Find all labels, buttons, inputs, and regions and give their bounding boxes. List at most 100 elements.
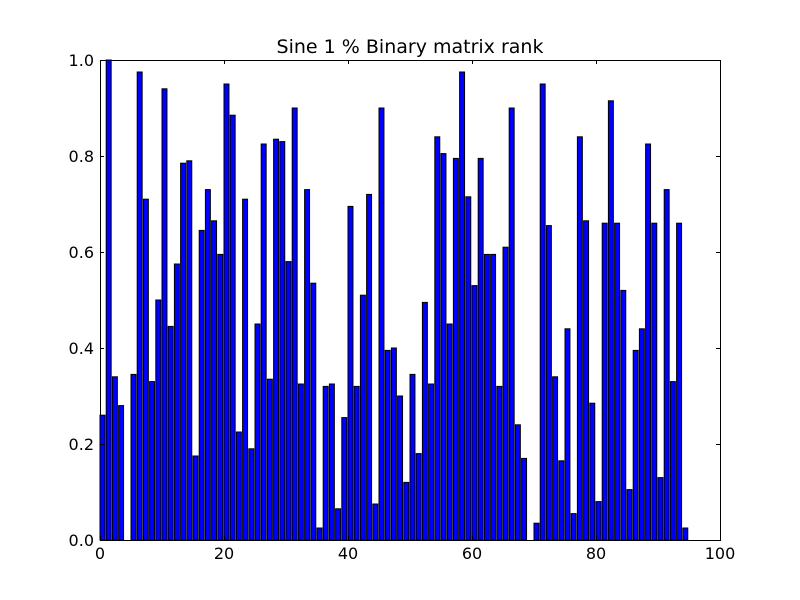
bar-84	[621, 290, 626, 540]
bar-64	[497, 386, 502, 540]
bar-86	[633, 350, 638, 540]
bar-16	[199, 230, 204, 540]
bar-8	[150, 382, 155, 540]
bar-77	[577, 137, 582, 540]
bar-46	[385, 350, 390, 540]
bar-72	[546, 226, 551, 540]
bar-65	[503, 247, 508, 540]
bar-49	[404, 482, 409, 540]
bar-57	[453, 158, 458, 540]
bar-63	[491, 254, 496, 540]
bar-81	[602, 223, 607, 540]
bar-3	[119, 406, 124, 540]
chart-title: Sine 1 % Binary matrix rank	[277, 36, 544, 58]
x-tick-label-100: 100	[705, 544, 736, 563]
bar-1	[106, 60, 111, 540]
bar-54	[435, 137, 440, 540]
bar-37	[329, 384, 334, 540]
bar-41	[354, 386, 359, 540]
bar-60	[472, 286, 477, 540]
bar-80	[596, 502, 601, 540]
bar-9	[156, 300, 161, 540]
bar-27	[267, 379, 272, 540]
bar-13	[181, 163, 186, 540]
bar-61	[478, 158, 483, 540]
bar-78	[584, 221, 589, 540]
bar-87	[639, 329, 644, 540]
bar-67	[515, 425, 520, 540]
bar-70	[534, 523, 539, 540]
bar-26	[261, 144, 266, 540]
bar-66	[509, 108, 514, 540]
x-tick-label-80: 80	[586, 544, 606, 563]
y-tick-label-0.6: 0.6	[69, 243, 94, 262]
bar-89	[652, 223, 657, 540]
bar-90	[658, 478, 663, 540]
bar-6	[137, 72, 142, 540]
bar-34	[311, 283, 316, 540]
bar-47	[391, 348, 396, 540]
bar-18	[212, 221, 217, 540]
bar-20	[224, 84, 229, 540]
bar-53	[429, 384, 434, 540]
bar-52	[422, 302, 427, 540]
bar-17	[205, 190, 210, 540]
bar-36	[323, 386, 328, 540]
bar-73	[553, 377, 558, 540]
bar-44	[373, 504, 378, 540]
bar-75	[565, 329, 570, 540]
bar-92	[670, 382, 675, 540]
bar-82	[608, 101, 613, 540]
bar-59	[466, 197, 471, 540]
bar-38	[336, 509, 341, 540]
bar-19	[218, 254, 223, 540]
bar-43	[367, 194, 372, 540]
bar-74	[559, 461, 564, 540]
bar-58	[460, 72, 465, 540]
bar-79	[590, 403, 595, 540]
bar-50	[410, 374, 415, 540]
bar-25	[255, 324, 260, 540]
bar-56	[447, 324, 452, 540]
bar-22	[236, 432, 241, 540]
bar-40	[348, 206, 353, 540]
bar-45	[379, 108, 384, 540]
bar-0	[100, 415, 105, 540]
bar-29	[280, 142, 285, 540]
bar-62	[484, 254, 489, 540]
bar-23	[243, 199, 248, 540]
bar-68	[522, 458, 527, 540]
bar-21	[230, 115, 235, 540]
bar-85	[627, 490, 632, 540]
bar-42	[360, 295, 365, 540]
x-tick-label-0: 0	[95, 544, 105, 563]
bar-2	[112, 377, 117, 540]
x-tick-label-20: 20	[214, 544, 234, 563]
bar-76	[571, 514, 576, 540]
bar-32	[298, 384, 303, 540]
bar-91	[664, 190, 669, 540]
bar-14	[187, 161, 192, 540]
y-tick-label-0.0: 0.0	[69, 531, 94, 550]
bar-5	[131, 374, 136, 540]
x-tick-label-40: 40	[338, 544, 358, 563]
bar-39	[342, 418, 347, 540]
bar-93	[677, 223, 682, 540]
bar-51	[416, 454, 421, 540]
y-tick-label-0.4: 0.4	[69, 339, 94, 358]
bar-33	[305, 190, 310, 540]
bar-55	[441, 154, 446, 540]
y-tick-label-0.2: 0.2	[69, 435, 94, 454]
bar-30	[286, 262, 291, 540]
bar-24	[249, 449, 254, 540]
bar-12	[174, 264, 179, 540]
bar-35	[317, 528, 322, 540]
x-tick-label-60: 60	[462, 544, 482, 563]
bar-15	[193, 456, 198, 540]
bar-88	[646, 144, 651, 540]
bar-83	[615, 223, 620, 540]
bar-94	[683, 528, 688, 540]
bar-48	[398, 396, 403, 540]
bar-71	[540, 84, 545, 540]
